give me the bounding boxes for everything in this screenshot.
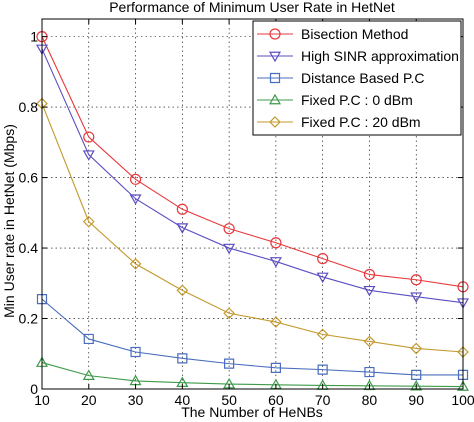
x-tick-label: 100 — [451, 392, 474, 408]
data-point — [363, 379, 376, 391]
series-group — [35, 31, 470, 391]
data-point — [129, 173, 142, 185]
data-point — [364, 366, 375, 378]
series-distance-based-p-c — [36, 294, 469, 381]
data-point — [176, 284, 189, 297]
x-tick-label: 60 — [268, 392, 284, 408]
x-tick-label: 70 — [315, 392, 331, 408]
data-point — [176, 223, 189, 234]
x-tick-label: 80 — [362, 392, 378, 408]
legend-label: Fixed P.C : 20 dBm — [301, 114, 421, 130]
legend-item: Distance Based P.C — [257, 70, 424, 86]
data-point — [316, 272, 329, 284]
data-point — [456, 380, 470, 391]
data-point — [129, 194, 142, 205]
data-point — [83, 131, 95, 143]
legend-marker — [269, 28, 281, 40]
legend-item: Fixed P.C : 20 dBm — [257, 114, 421, 130]
data-point — [410, 274, 422, 286]
x-tick-label: 40 — [175, 392, 191, 408]
data-point — [410, 292, 423, 303]
legend-marker — [269, 72, 281, 84]
legend: Bisection Method High SINR approximation D… — [252, 20, 462, 136]
series-line — [41, 298, 463, 376]
legend-label: High SINR approximation — [301, 48, 459, 64]
data-point — [36, 294, 48, 305]
data-point — [317, 253, 329, 265]
data-point — [129, 258, 142, 270]
x-tick-label: 20 — [81, 392, 97, 408]
data-point — [270, 362, 281, 373]
data-point — [317, 364, 328, 375]
series-bisection-method — [36, 31, 469, 293]
legend-label: Bisection Method — [301, 26, 408, 42]
data-point — [457, 369, 469, 381]
data-point — [176, 203, 188, 215]
series-line — [41, 103, 464, 353]
series-line — [41, 36, 464, 288]
y-tick-label: 0.2 — [19, 311, 39, 327]
series-line — [41, 48, 464, 304]
data-point — [130, 346, 141, 358]
data-point — [411, 369, 422, 381]
data-point — [410, 342, 423, 355]
plot-frame — [41, 18, 464, 390]
axis-ticks: 10 20 30 40 50 60 70 80 90 100 0 0.2 0.4 0.6 0.8 1 — [19, 19, 474, 408]
data-point — [316, 328, 329, 341]
chart-title: Performance of Minimum User Rate in HetN… — [109, 0, 395, 15]
data-point — [223, 243, 236, 255]
legend-item: Bisection Method — [257, 26, 408, 42]
data-point — [223, 223, 235, 235]
data-point — [363, 285, 376, 297]
legend-marker — [268, 93, 282, 105]
data-point — [270, 237, 282, 249]
data-point — [82, 150, 95, 161]
series-fixed-p-c-0-dbm — [35, 356, 470, 391]
y-tick-label: 0.6 — [19, 170, 39, 186]
data-point — [269, 257, 282, 268]
x-axis-label: The Number of HeNBs — [181, 404, 323, 420]
data-point — [82, 369, 95, 380]
y-axis-label: Min User rate in HetNet (Mbps) — [1, 124, 17, 318]
y-tick-label: 0.8 — [19, 99, 39, 115]
data-point — [363, 335, 376, 348]
data-point — [363, 268, 376, 281]
x-tick-label: 90 — [408, 392, 424, 408]
data-point — [410, 379, 423, 391]
legend-marker — [269, 116, 281, 128]
data-point — [177, 353, 188, 364]
x-tick-label: 10 — [34, 392, 50, 408]
data-point — [270, 316, 282, 328]
x-tick-label: 50 — [221, 392, 237, 408]
legend-item: High SINR approximation — [257, 48, 459, 64]
data-point — [223, 307, 235, 320]
legend-marker — [268, 51, 282, 63]
legend-label: Distance Based P.C — [301, 70, 424, 86]
y-tick-label: 0 — [30, 381, 38, 397]
legend-item: Fixed P.C : 0 dBm — [257, 92, 413, 108]
x-tick-label: 30 — [128, 392, 144, 408]
series-line — [41, 362, 464, 388]
data-point — [224, 358, 235, 369]
data-point — [83, 333, 94, 345]
y-tick-label: 0.4 — [19, 240, 39, 256]
y-tick-label: 1 — [30, 29, 38, 45]
data-point — [82, 215, 95, 228]
legend-label: Fixed P.C : 0 dBm — [301, 92, 413, 108]
